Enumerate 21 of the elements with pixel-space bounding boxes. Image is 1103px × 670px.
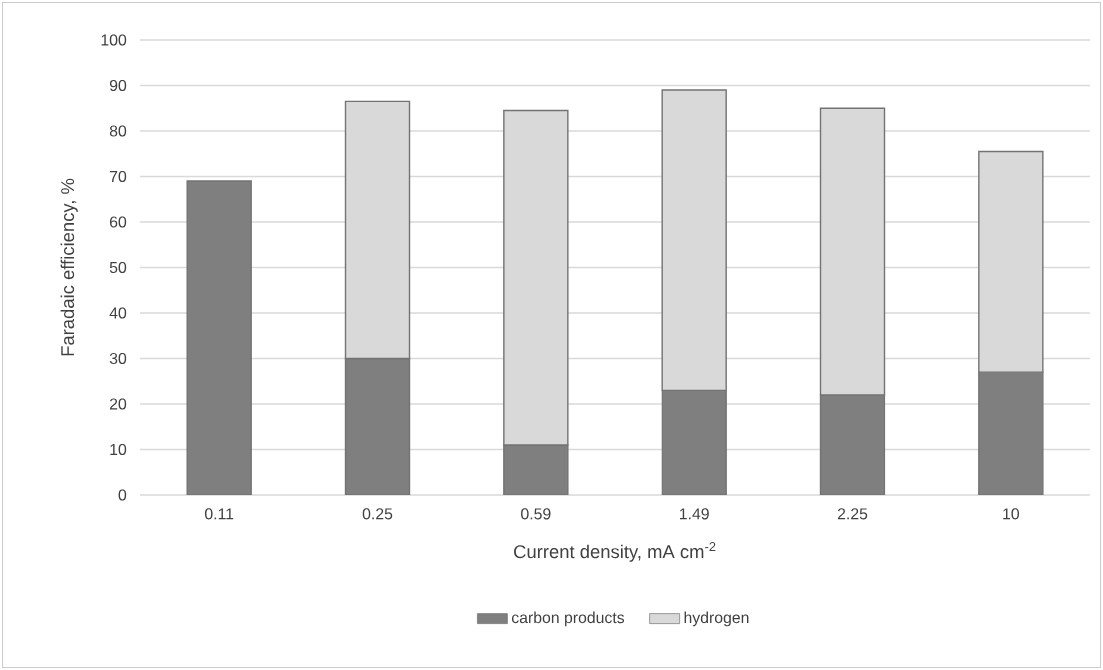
y-axis-title: Faradaic efficiency, % [60, 178, 78, 356]
x-tick-label: 2.25 [837, 508, 868, 520]
y-tick-label: 30 [109, 352, 127, 365]
y-tick-label: 40 [109, 307, 127, 319]
x-tick-label: 0.11 [204, 508, 234, 520]
x-tick-label: 0.59 [521, 508, 551, 520]
y-tick-label: 60 [109, 216, 127, 228]
x-tick-label: 0.25 [362, 508, 393, 520]
y-tick-label: 20 [109, 398, 127, 410]
legend-label: carbon products [511, 611, 625, 627]
y-tick-label: 80 [109, 125, 127, 137]
x-tick-label: 10 [1003, 508, 1020, 520]
x-axis-title: Current density, mA cm$^{-2}$ [514, 542, 716, 562]
x-tick-label: 1.49 [680, 508, 709, 520]
legend-label: hydrogen [684, 611, 749, 627]
y-tick-label: 90 [109, 79, 127, 92]
y-tick-label: 50 [109, 261, 127, 274]
y-tick-label: 10 [110, 443, 127, 456]
y-tick-label: 70 [109, 170, 127, 183]
y-tick-label: 0 [118, 489, 127, 501]
y-tick-label: 100 [101, 34, 127, 46]
